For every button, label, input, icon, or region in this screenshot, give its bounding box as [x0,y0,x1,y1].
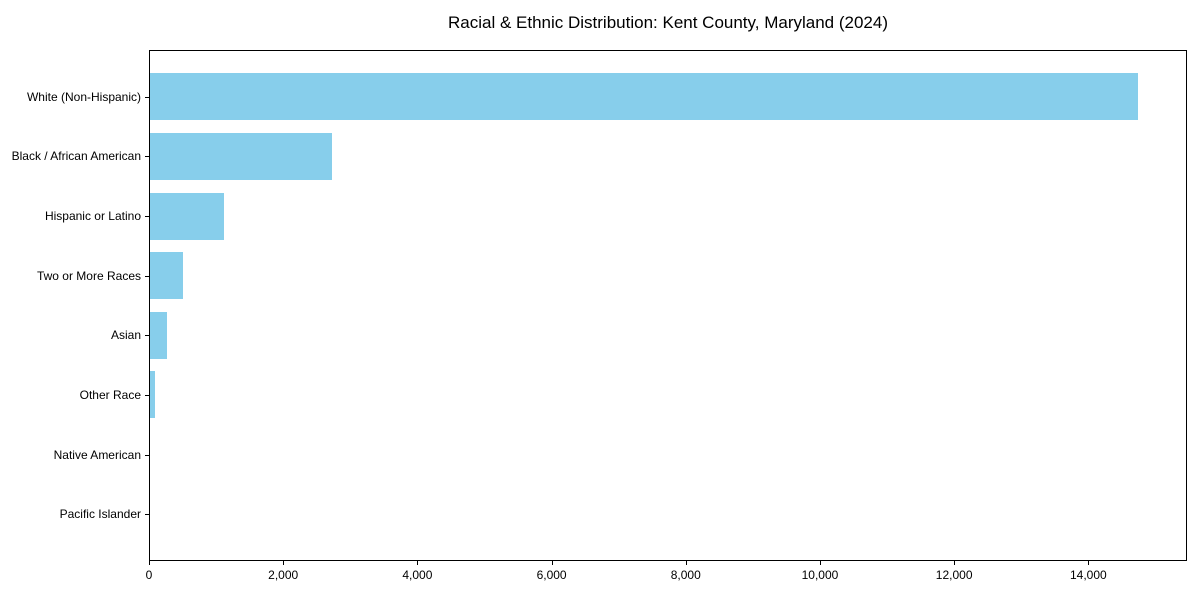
y-axis-tick-mark [145,275,149,277]
x-axis-tick-label: 8,000 [670,568,701,582]
x-axis-tick-label: 12,000 [935,568,973,582]
x-axis-tick-label: 0 [145,568,153,582]
x-axis-tick-label: 10,000 [801,568,839,582]
bar-black-african-american [150,132,333,180]
bar-hispanic-or-latino [150,192,225,240]
chart-title: Racial & Ethnic Distribution: Kent Count… [448,13,888,32]
bar-asian [150,311,168,359]
y-axis-label-other-race: Other Race [79,387,141,402]
x-axis-tick-mark [417,561,419,565]
plot-area [149,50,1187,561]
y-axis-tick-mark [145,394,149,396]
x-axis-tick-mark [954,561,956,565]
x-axis-tick-mark [685,561,687,565]
y-axis-tick-mark [145,454,149,456]
x-axis-tick-label: 14,000 [1070,568,1107,582]
y-axis-label-native-american: Native American [53,447,141,462]
x-axis-tick-label: 6,000 [536,568,567,582]
x-axis-tick-mark [283,561,285,565]
x-axis-tick-mark [1088,561,1090,565]
y-axis-label-black-african-american: Black / African American [11,149,141,164]
x-axis-tick-mark [819,561,821,565]
y-axis-tick-mark [145,514,149,516]
y-axis-label-hispanic-or-latino: Hispanic or Latino [44,209,141,224]
y-axis-label-asian: Asian [110,328,141,343]
y-axis-tick-mark [145,335,149,337]
y-axis-tick-mark [145,216,149,218]
y-axis-tick-mark [145,156,149,158]
x-axis-tick-mark [149,561,150,565]
x-axis-tick-label: 2,000 [268,568,299,582]
y-axis-label-white-non-hispanic: White (Non-Hispanic) [26,89,141,104]
bar-two-or-more-races [150,252,184,300]
x-axis-tick-mark [551,561,553,565]
x-axis-tick-label: 4,000 [402,568,433,582]
bar-other-race [150,371,155,419]
y-axis-label-two-or-more-races: Two or More Races [36,268,141,283]
bar-white-non-hispanic [150,73,1139,121]
y-axis-tick-mark [145,96,149,98]
y-axis-label-pacific-islander: Pacific Islander [59,507,141,522]
